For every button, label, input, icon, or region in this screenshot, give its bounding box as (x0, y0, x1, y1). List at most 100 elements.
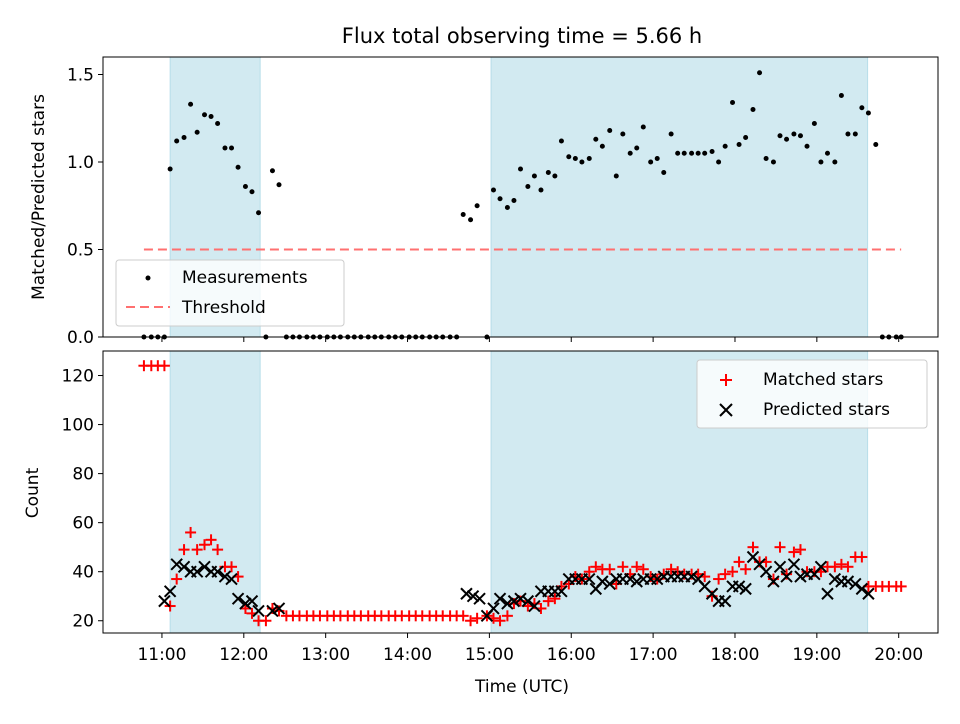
measurement-point (661, 170, 667, 175)
predicted-star-point (855, 582, 869, 596)
predicted-stars-series (158, 550, 875, 623)
measurement-point (497, 196, 503, 202)
predicted-star-point (239, 597, 252, 610)
predicted-star-point (521, 594, 535, 608)
predicted-star-point (198, 560, 211, 573)
measurement-point (845, 131, 851, 137)
measurement-point (474, 203, 480, 209)
matched-star-point (727, 566, 739, 578)
top-panel: Flux total observing time = 5.66 h 0.00.… (29, 24, 939, 348)
matched-star-point (740, 563, 752, 575)
legend-marker-measurements (145, 275, 151, 281)
matched-star-point (185, 526, 197, 538)
measurement-point (181, 135, 187, 140)
measurement-point (579, 159, 585, 165)
matched-star-point (583, 566, 595, 578)
matched-star-point (733, 556, 745, 568)
matched-star-point (457, 610, 469, 622)
predicted-star-point (685, 570, 698, 583)
bottom-x-axis-label: Time (UTC) (474, 677, 569, 697)
predicted-star-point (501, 597, 514, 610)
measurement-point (824, 150, 830, 156)
y-tick-label: 20 (72, 612, 94, 632)
measurement-point (269, 168, 275, 174)
matched-star-point (747, 541, 759, 553)
y-tick-label: 120 (62, 367, 94, 387)
measurement-point (215, 121, 221, 126)
predicted-star-point (245, 594, 259, 608)
y-tick-label: 100 (62, 416, 94, 436)
measurement-point (208, 114, 214, 119)
measurement-point (675, 150, 681, 156)
matched-star-point (471, 612, 483, 624)
measurement-point (511, 198, 517, 203)
x-tick-label: 18:00 (710, 645, 759, 665)
measurement-point (222, 145, 228, 151)
y-tick-label: 1.5 (67, 66, 94, 86)
predicted-star-point (814, 560, 828, 573)
top-y-axis-label: Matched/Predicted stars (29, 94, 49, 300)
measurement-point (518, 166, 523, 172)
top-legend-box (115, 259, 345, 327)
predicted-star-point (252, 604, 265, 618)
predicted-star-point (555, 585, 568, 598)
measurement-point (777, 133, 783, 139)
measurement-point (194, 129, 200, 135)
x-tick-label: 16:00 (547, 645, 596, 665)
matched-star-point (542, 595, 554, 607)
measurements-series (141, 70, 904, 340)
predicted-star-point (177, 560, 191, 573)
predicted-star-point (603, 577, 616, 591)
measurement-point (276, 182, 282, 188)
predicted-star-point (466, 590, 480, 603)
matched-star-point (158, 360, 170, 372)
predicted-star-point (732, 580, 746, 593)
measurement-point (736, 142, 742, 147)
matched-star-point (501, 610, 513, 622)
predicted-star-point (787, 558, 801, 571)
measurement-point (716, 159, 722, 165)
predicted-star-point (651, 572, 664, 586)
matched-star-point (494, 615, 506, 627)
matched-stars-series (138, 360, 907, 627)
predicted-star-point (225, 572, 238, 586)
predicted-star-point (841, 575, 855, 588)
x-tick-label: 17:00 (629, 645, 678, 665)
measurement-point (202, 112, 208, 118)
matched-star-point (774, 541, 786, 553)
observing-window-shade (490, 56, 869, 338)
measurement-point (242, 184, 248, 189)
measurement-point (811, 121, 817, 126)
bottom-panel: 20 40 60 80 100 120 11:00 12:00 13:00 14:00 15:00… (23, 350, 939, 697)
measurement-point (722, 143, 728, 149)
y-tick-label: 80 (72, 465, 94, 485)
matched-star-point (719, 568, 731, 580)
matched-star-point (260, 615, 272, 627)
matched-star-point (631, 561, 643, 573)
measurement-point (552, 173, 558, 179)
x-tick-label: 14:00 (383, 645, 432, 665)
predicted-star-point (211, 565, 224, 578)
measurement-point (668, 131, 674, 137)
measurement-point (229, 145, 235, 151)
bottom-y-axis-label: Count (23, 467, 43, 518)
matched-star-point (205, 534, 217, 546)
measurement-point (648, 159, 654, 165)
matched-star-point (829, 561, 841, 573)
measurement-point (702, 150, 708, 156)
predicted-star-point (487, 602, 500, 615)
bottom-y-axis: 20 40 60 80 100 120 (62, 367, 103, 632)
y-tick-label: 40 (72, 563, 94, 583)
measurement-point (689, 150, 695, 156)
predicted-star-point (862, 587, 875, 600)
matched-star-point (835, 558, 847, 570)
predicted-star-point (780, 570, 793, 583)
predicted-star-point (493, 592, 507, 605)
measurement-point (634, 145, 640, 151)
predicted-star-point (596, 575, 609, 588)
predicted-star-point (218, 570, 232, 583)
chart-title: Flux total observing time = 5.66 h (342, 24, 702, 48)
measurement-point (188, 101, 194, 107)
predicted-star-point (514, 592, 527, 605)
